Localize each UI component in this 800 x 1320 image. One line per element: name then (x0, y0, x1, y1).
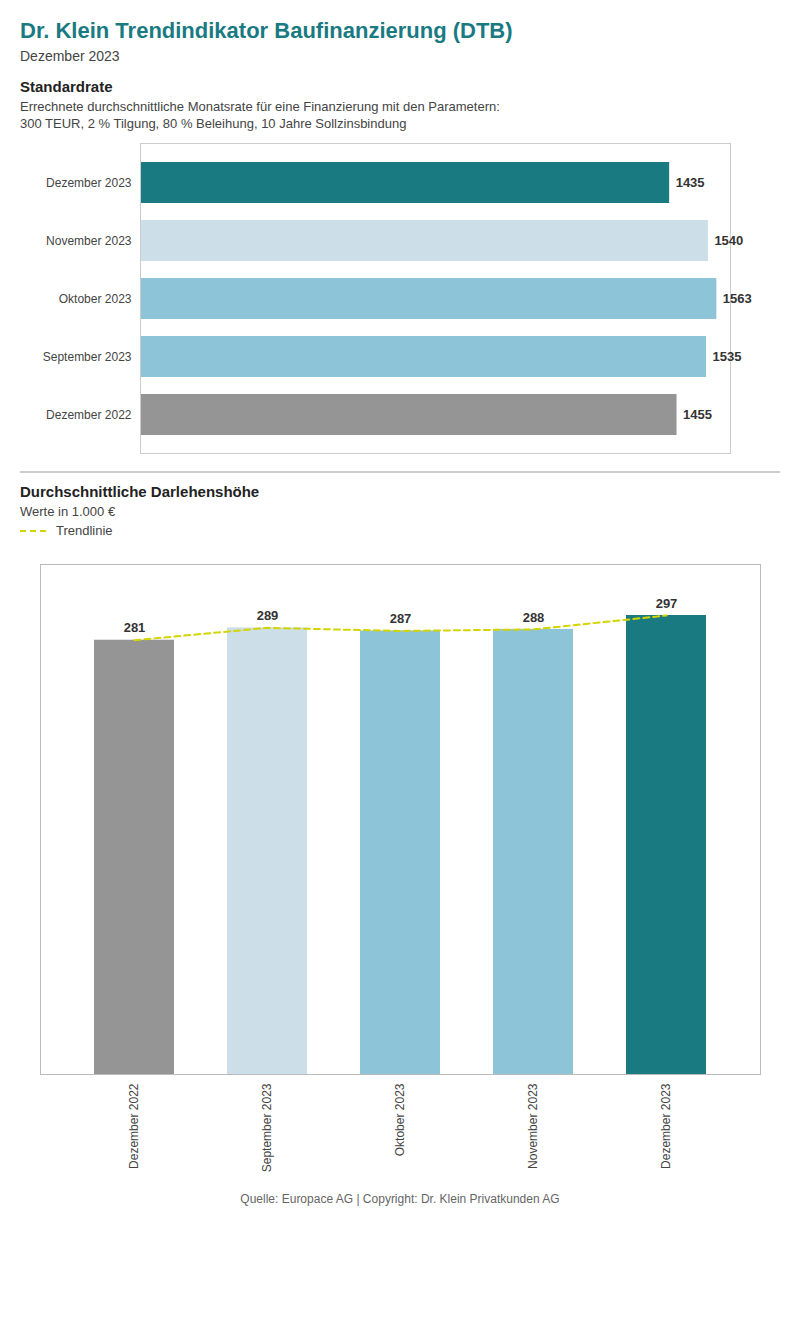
svg-text:Dezember 2023: Dezember 2023 (46, 176, 132, 190)
html-text:Werte in 1.000 €: Werte in 1.000 € (20, 504, 116, 519)
svg-text:September 2023: September 2023 (260, 1083, 274, 1172)
svg-text:1435: 1435 (676, 175, 705, 190)
svg-text:Dezember 2022: Dezember 2022 (127, 1083, 141, 1169)
html-text:Dr. Klein Trendindikator Baufi: Dr. Klein Trendindikator Baufinanzierung… (20, 18, 513, 43)
html-text:Durchschnittliche Darlehenshöh: Durchschnittliche Darlehenshöhe (20, 483, 260, 500)
svg-text:297: 297 (656, 596, 678, 611)
html-text:Standardrate: Standardrate (20, 78, 113, 95)
svg-text:Dezember 2022: Dezember 2022 (46, 408, 132, 422)
svg-text:1535: 1535 (713, 349, 742, 364)
html-text:Dezember 2023: Dezember 2023 (20, 48, 120, 64)
svg-text:Oktober 2023: Oktober 2023 (59, 292, 132, 306)
svg-text:1563: 1563 (723, 291, 752, 306)
svg-text:November 2023: November 2023 (46, 234, 132, 248)
html-text:300 TEUR, 2 % Tilgung, 80 % Be: 300 TEUR, 2 % Tilgung, 80 % Beleihung, 1… (20, 116, 407, 131)
svg-text:Dezember 2023: Dezember 2023 (659, 1083, 673, 1169)
svg-text:287: 287 (390, 611, 412, 626)
svg-text:281: 281 (124, 620, 146, 635)
html-text:Trendlinie: Trendlinie (56, 523, 113, 538)
svg-text:289: 289 (257, 608, 279, 623)
svg-text:September 2023: September 2023 (43, 350, 132, 364)
svg-text:1455: 1455 (683, 407, 712, 422)
svg-text:288: 288 (523, 610, 545, 625)
html-text:Errechnete durchschnittliche M: Errechnete durchschnittliche Monatsrate … (20, 99, 500, 114)
svg-text:1540: 1540 (714, 233, 743, 248)
html-text:Quelle: Europace AG | Copyrigh: Quelle: Europace AG | Copyright: Dr. Kle… (240, 1192, 560, 1206)
svg-text:Oktober 2023: Oktober 2023 (393, 1083, 407, 1156)
svg-text:November 2023: November 2023 (526, 1083, 540, 1169)
